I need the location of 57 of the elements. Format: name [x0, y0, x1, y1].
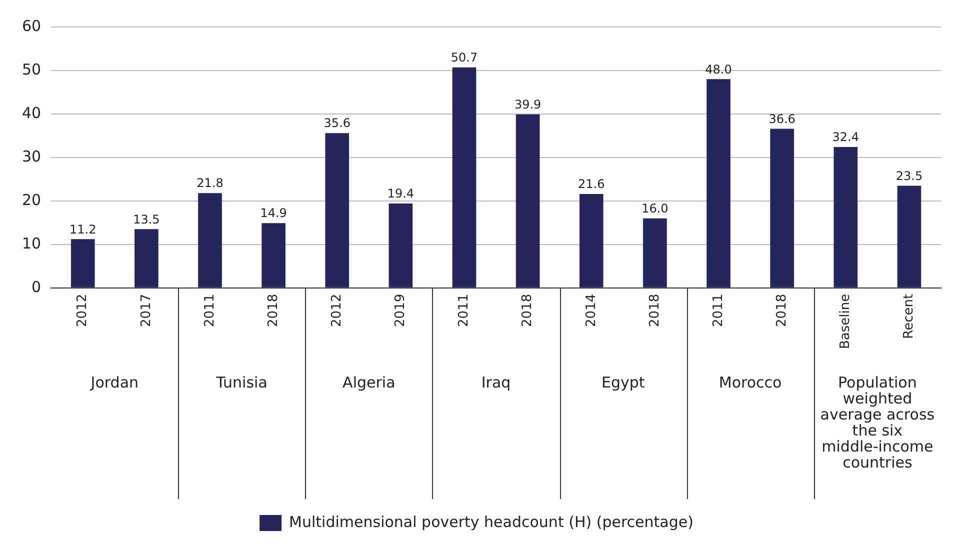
x-tick-label: Recent [902, 294, 917, 339]
text: Algeria [342, 373, 396, 392]
bar [262, 223, 286, 288]
y-tick-label: 10 [22, 234, 42, 252]
x-tick-label: 2011 [456, 294, 472, 327]
x-tick-label: 2019 [393, 294, 408, 327]
data-label: 32.4 [832, 130, 860, 144]
bar [897, 186, 922, 288]
data-label: 13.5 [133, 212, 160, 226]
text: Tunisia [215, 373, 268, 392]
bar [388, 204, 413, 288]
y-tick-label: 60 [22, 16, 42, 35]
x-tick-label: 2017 [138, 294, 154, 327]
text: Egypt [602, 373, 645, 392]
data-label: 50.7 [450, 50, 478, 65]
data-label: 21.6 [578, 177, 605, 192]
data-label: 23.5 [896, 168, 923, 183]
x-tick-label: 2018 [774, 294, 790, 327]
bar [325, 133, 350, 288]
bar [834, 147, 858, 288]
bar [643, 218, 667, 288]
bar [452, 67, 476, 288]
x-tick-label: 2011 [710, 294, 726, 327]
x-tick-label: 2018 [266, 294, 281, 327]
x-tick-label: 2014 [584, 294, 599, 327]
x-tick-label: 2012 [330, 294, 345, 327]
data-label: 35.6 [324, 116, 350, 130]
bar [198, 193, 222, 288]
text: Population weighted average across the six middle-income countries [820, 373, 935, 472]
bar [706, 79, 730, 288]
data-label: 21.8 [196, 176, 224, 190]
y-tick-label: 30 [22, 147, 42, 166]
text: Morocco [718, 373, 782, 392]
bar [770, 128, 794, 288]
data-label: 19.4 [387, 186, 414, 201]
x-tick-label: 2012 [75, 294, 90, 327]
x-tick-label: 2018 [647, 294, 662, 327]
y-tick-label: 40 [22, 104, 42, 122]
data-label: 11.2 [70, 222, 96, 236]
y-tick-label: 50 [22, 60, 42, 78]
y-tick-label: 0 [32, 278, 42, 296]
bar [134, 229, 158, 288]
x-tick-label: 2011 [202, 294, 218, 327]
bar [70, 239, 95, 288]
x-tick-label: Baseline [838, 294, 854, 350]
data-label: 14.9 [260, 206, 287, 220]
bar [516, 114, 540, 288]
data-label: 16.0 [642, 201, 668, 216]
y-tick-label: 20 [22, 190, 42, 209]
data-label: 48.0 [705, 62, 732, 76]
text: Iraq [481, 373, 511, 392]
x-tick-label: 2018 [520, 294, 536, 327]
bar [579, 194, 604, 288]
data-label: 39.9 [514, 98, 542, 112]
legend-label: Multidimensional poverty headcount (H) (percentage) [289, 512, 694, 531]
data-label: 36.6 [768, 112, 796, 126]
text: Jordan [90, 373, 139, 392]
